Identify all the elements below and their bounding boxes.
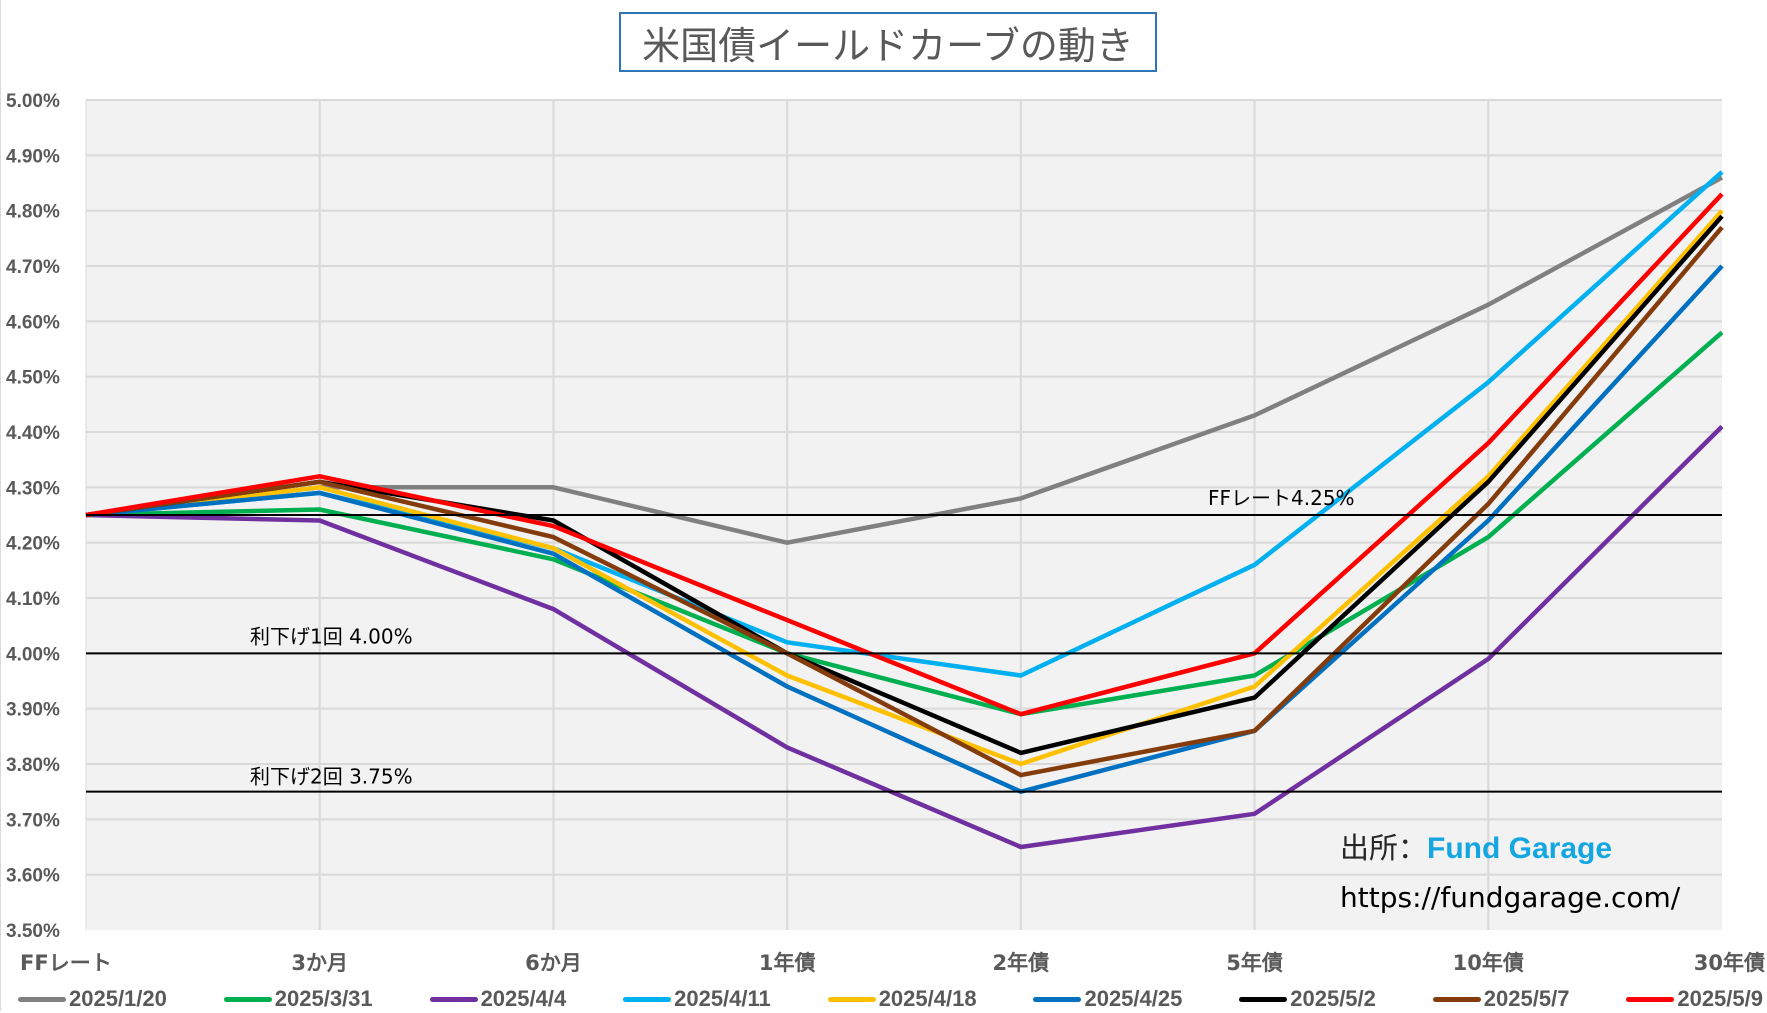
y-tick-label: 4.40%	[6, 423, 60, 444]
legend-label: 2025/4/18	[878, 986, 977, 1011]
y-tick-label: 4.00%	[6, 644, 60, 665]
legend-swatch	[223, 996, 272, 1002]
source-url: https://fundgarage.com/	[1340, 881, 1681, 914]
legend-label: 2025/4/4	[480, 986, 567, 1011]
legend-item: 2025/5/2	[1239, 986, 1376, 1012]
y-tick-label: 3.50%	[6, 921, 60, 942]
y-tick-label: 4.10%	[6, 589, 60, 610]
series-line-2025-4-4	[85, 424, 1724, 850]
x-tick-label: 3か月	[291, 951, 348, 975]
x-tick-label: 6か月	[525, 951, 582, 975]
legend-item: 2025/4/11	[623, 986, 771, 1012]
legend-swatch	[1239, 996, 1288, 1002]
legend-swatch	[1432, 996, 1481, 1002]
series-line-2025-5-2	[85, 214, 1724, 756]
legend-swatch	[827, 996, 876, 1002]
y-tick-label: 3.60%	[6, 866, 60, 887]
x-tick-label: 5年債	[1226, 951, 1283, 975]
legend-label: 2025/5/9	[1677, 986, 1763, 1011]
series-line-2025-4-25	[85, 264, 1724, 794]
source-prefix: 出所：	[1340, 831, 1428, 865]
series-line-2025-5-9	[85, 192, 1724, 717]
legend-item: 2025/4/18	[827, 986, 977, 1012]
legend-label: 2025/5/7	[1483, 986, 1570, 1011]
y-tick-label: 4.60%	[6, 312, 60, 333]
x-tick-label: 10年債	[1453, 951, 1524, 975]
source-brand: Fund Garage	[1427, 832, 1613, 865]
reference-line-label: FFレート4.25%	[1208, 486, 1355, 510]
x-tick-label: 1年債	[759, 951, 816, 975]
y-tick-label: 4.30%	[6, 478, 60, 499]
legend-swatch	[429, 996, 478, 1002]
y-tick-label: 4.70%	[6, 257, 60, 278]
legend-item: 2025/5/9	[1626, 986, 1763, 1012]
legend-label: 2025/5/2	[1290, 986, 1376, 1011]
series-lines	[85, 170, 1724, 850]
y-tick-label: 4.90%	[6, 146, 60, 167]
series-line-2025-4-18	[85, 209, 1724, 767]
source-line: 出所：Fund Garage	[1340, 825, 1680, 867]
legend-swatch	[1626, 996, 1675, 1002]
y-tick-label: 5.00%	[6, 91, 60, 112]
x-tick-label: 30年債	[1694, 951, 1765, 975]
x-axis-ticks: FFレート 3か月 6か月 1年債 2年債 5年債 10年債 30年債	[20, 951, 1765, 975]
y-tick-label: 4.50%	[6, 368, 60, 389]
legend-label: 2025/4/11	[674, 986, 771, 1011]
legend-swatch	[1033, 996, 1082, 1002]
x-tick-label: FFレート	[20, 951, 112, 975]
legend-item: 2025/4/25	[1033, 986, 1182, 1012]
reference-line-label: 利下げ1回 4.00%	[250, 624, 413, 648]
legend-item: 2025/3/31	[223, 986, 373, 1012]
legend-label: 2025/4/25	[1084, 986, 1183, 1011]
reference-lines: FFレート4.25% 利下げ1回 4.00% 利下げ2回 3.75%	[86, 486, 1722, 793]
legend-item: 2025/1/20	[18, 986, 167, 1012]
legend-item: 2025/5/7	[1432, 986, 1570, 1012]
series-line-2025-3-31	[85, 330, 1724, 717]
y-tick-label: 3.80%	[6, 755, 60, 776]
y-tick-label: 3.90%	[6, 700, 60, 721]
chart-title: 米国債イールドカーブの動き	[619, 12, 1157, 72]
y-axis-ticks: 3.50% 3.60% 3.70% 3.80% 3.90% 4.00% 4.10% 4.20%…	[6, 91, 60, 942]
legend: 2025/1/20 2025/3/31 2025/4/4 2025/4/11 2025/…	[18, 985, 1763, 1013]
legend-label: 2025/1/20	[69, 986, 167, 1011]
legend-label: 2025/3/31	[274, 986, 373, 1011]
legend-swatch	[623, 996, 672, 1002]
legend-item: 2025/4/4	[429, 986, 567, 1012]
series-line-2025-5-7	[85, 225, 1724, 778]
x-tick-label: 2年債	[993, 951, 1050, 975]
y-tick-label: 4.20%	[6, 534, 60, 555]
legend-swatch	[18, 996, 66, 1002]
y-tick-label: 4.80%	[6, 202, 60, 223]
reference-line-label: 利下げ2回 3.75%	[250, 765, 413, 789]
y-tick-label: 3.70%	[6, 810, 60, 831]
source-note: 出所：Fund Garage https://fundgarage.com/	[1340, 825, 1680, 914]
